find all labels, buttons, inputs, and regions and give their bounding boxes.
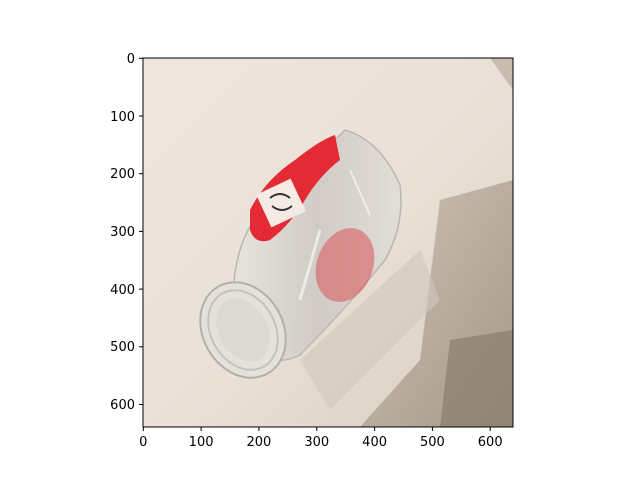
x-tick-label: 200	[246, 435, 271, 450]
photo-image	[143, 58, 513, 427]
x-tick-label: 300	[304, 435, 329, 450]
y-tick-label: 300	[110, 225, 135, 240]
y-tick-label: 400	[110, 283, 135, 298]
plot-frame	[142, 57, 514, 428]
y-tick-label: 0	[127, 52, 135, 67]
y-tick-label: 200	[110, 167, 135, 182]
y-tick-label: 600	[110, 398, 135, 413]
x-tick-label: 0	[139, 435, 147, 450]
x-tick-label: 500	[420, 435, 445, 450]
y-tick-label: 100	[110, 110, 135, 125]
glass-jar	[199, 129, 402, 379]
y-axis: 0 100 200 300 400 500 600	[110, 52, 143, 413]
x-tick-label: 600	[478, 435, 503, 450]
x-tick-label: 400	[362, 435, 387, 450]
y-tick-label: 500	[110, 340, 135, 355]
x-axis: 0 100 200 300 400 500 600	[139, 427, 503, 450]
x-tick-label: 100	[189, 435, 214, 450]
